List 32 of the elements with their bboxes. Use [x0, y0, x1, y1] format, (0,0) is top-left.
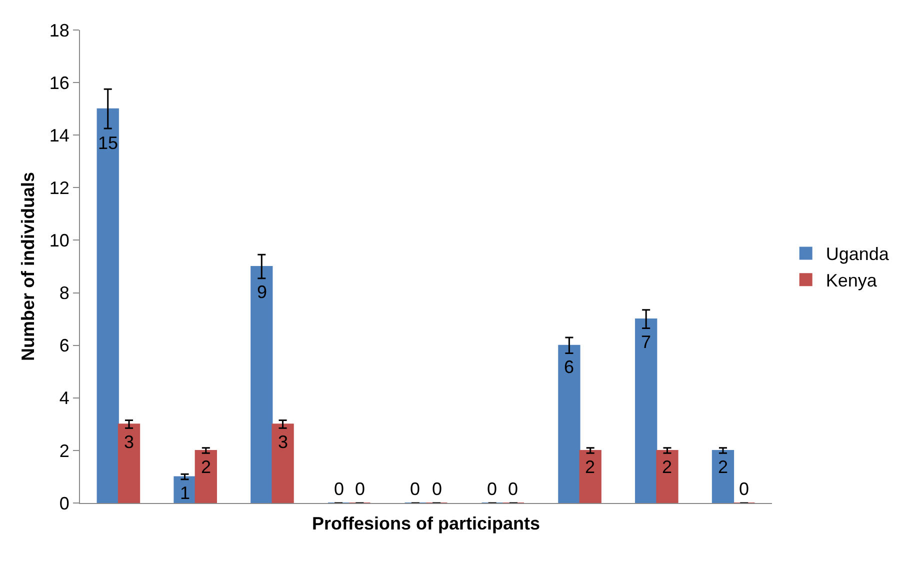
x-axis-title: Proffesions of participants: [312, 513, 540, 534]
y-axis-title: Number of individuals: [18, 172, 38, 362]
legend-label: Kenya: [826, 270, 878, 291]
data-label: 9: [257, 282, 268, 302]
y-tick-label: 4: [59, 388, 70, 408]
data-label: 3: [124, 432, 134, 452]
data-label: 0: [355, 479, 366, 499]
y-tick-label: 16: [49, 72, 70, 93]
data-label: 0: [410, 479, 420, 499]
data-label: 3: [278, 432, 288, 452]
y-tick-label: 14: [49, 125, 70, 146]
y-tick-label: 0: [59, 493, 70, 514]
y-tick-label: 2: [59, 440, 70, 461]
data-label: 6: [564, 357, 574, 377]
data-label: 2: [662, 457, 672, 477]
y-tick-label: 18: [49, 20, 70, 40]
data-label: 2: [718, 457, 728, 477]
y-tick-label: 8: [59, 283, 70, 304]
data-label: 0: [334, 479, 344, 499]
data-label: 0: [508, 479, 518, 499]
data-label: 0: [487, 479, 498, 499]
y-tick-label: 10: [49, 230, 70, 251]
data-label: 0: [739, 479, 750, 499]
data-label: 0: [432, 479, 442, 499]
legend-label: Uganda: [826, 244, 890, 264]
y-tick-label: 6: [59, 336, 70, 356]
data-label: 15: [98, 133, 118, 153]
data-label: 1: [180, 483, 190, 503]
data-label: 2: [585, 457, 596, 477]
y-tick-label: 12: [49, 178, 70, 198]
data-label: 2: [201, 457, 212, 477]
data-label: 7: [641, 332, 652, 352]
